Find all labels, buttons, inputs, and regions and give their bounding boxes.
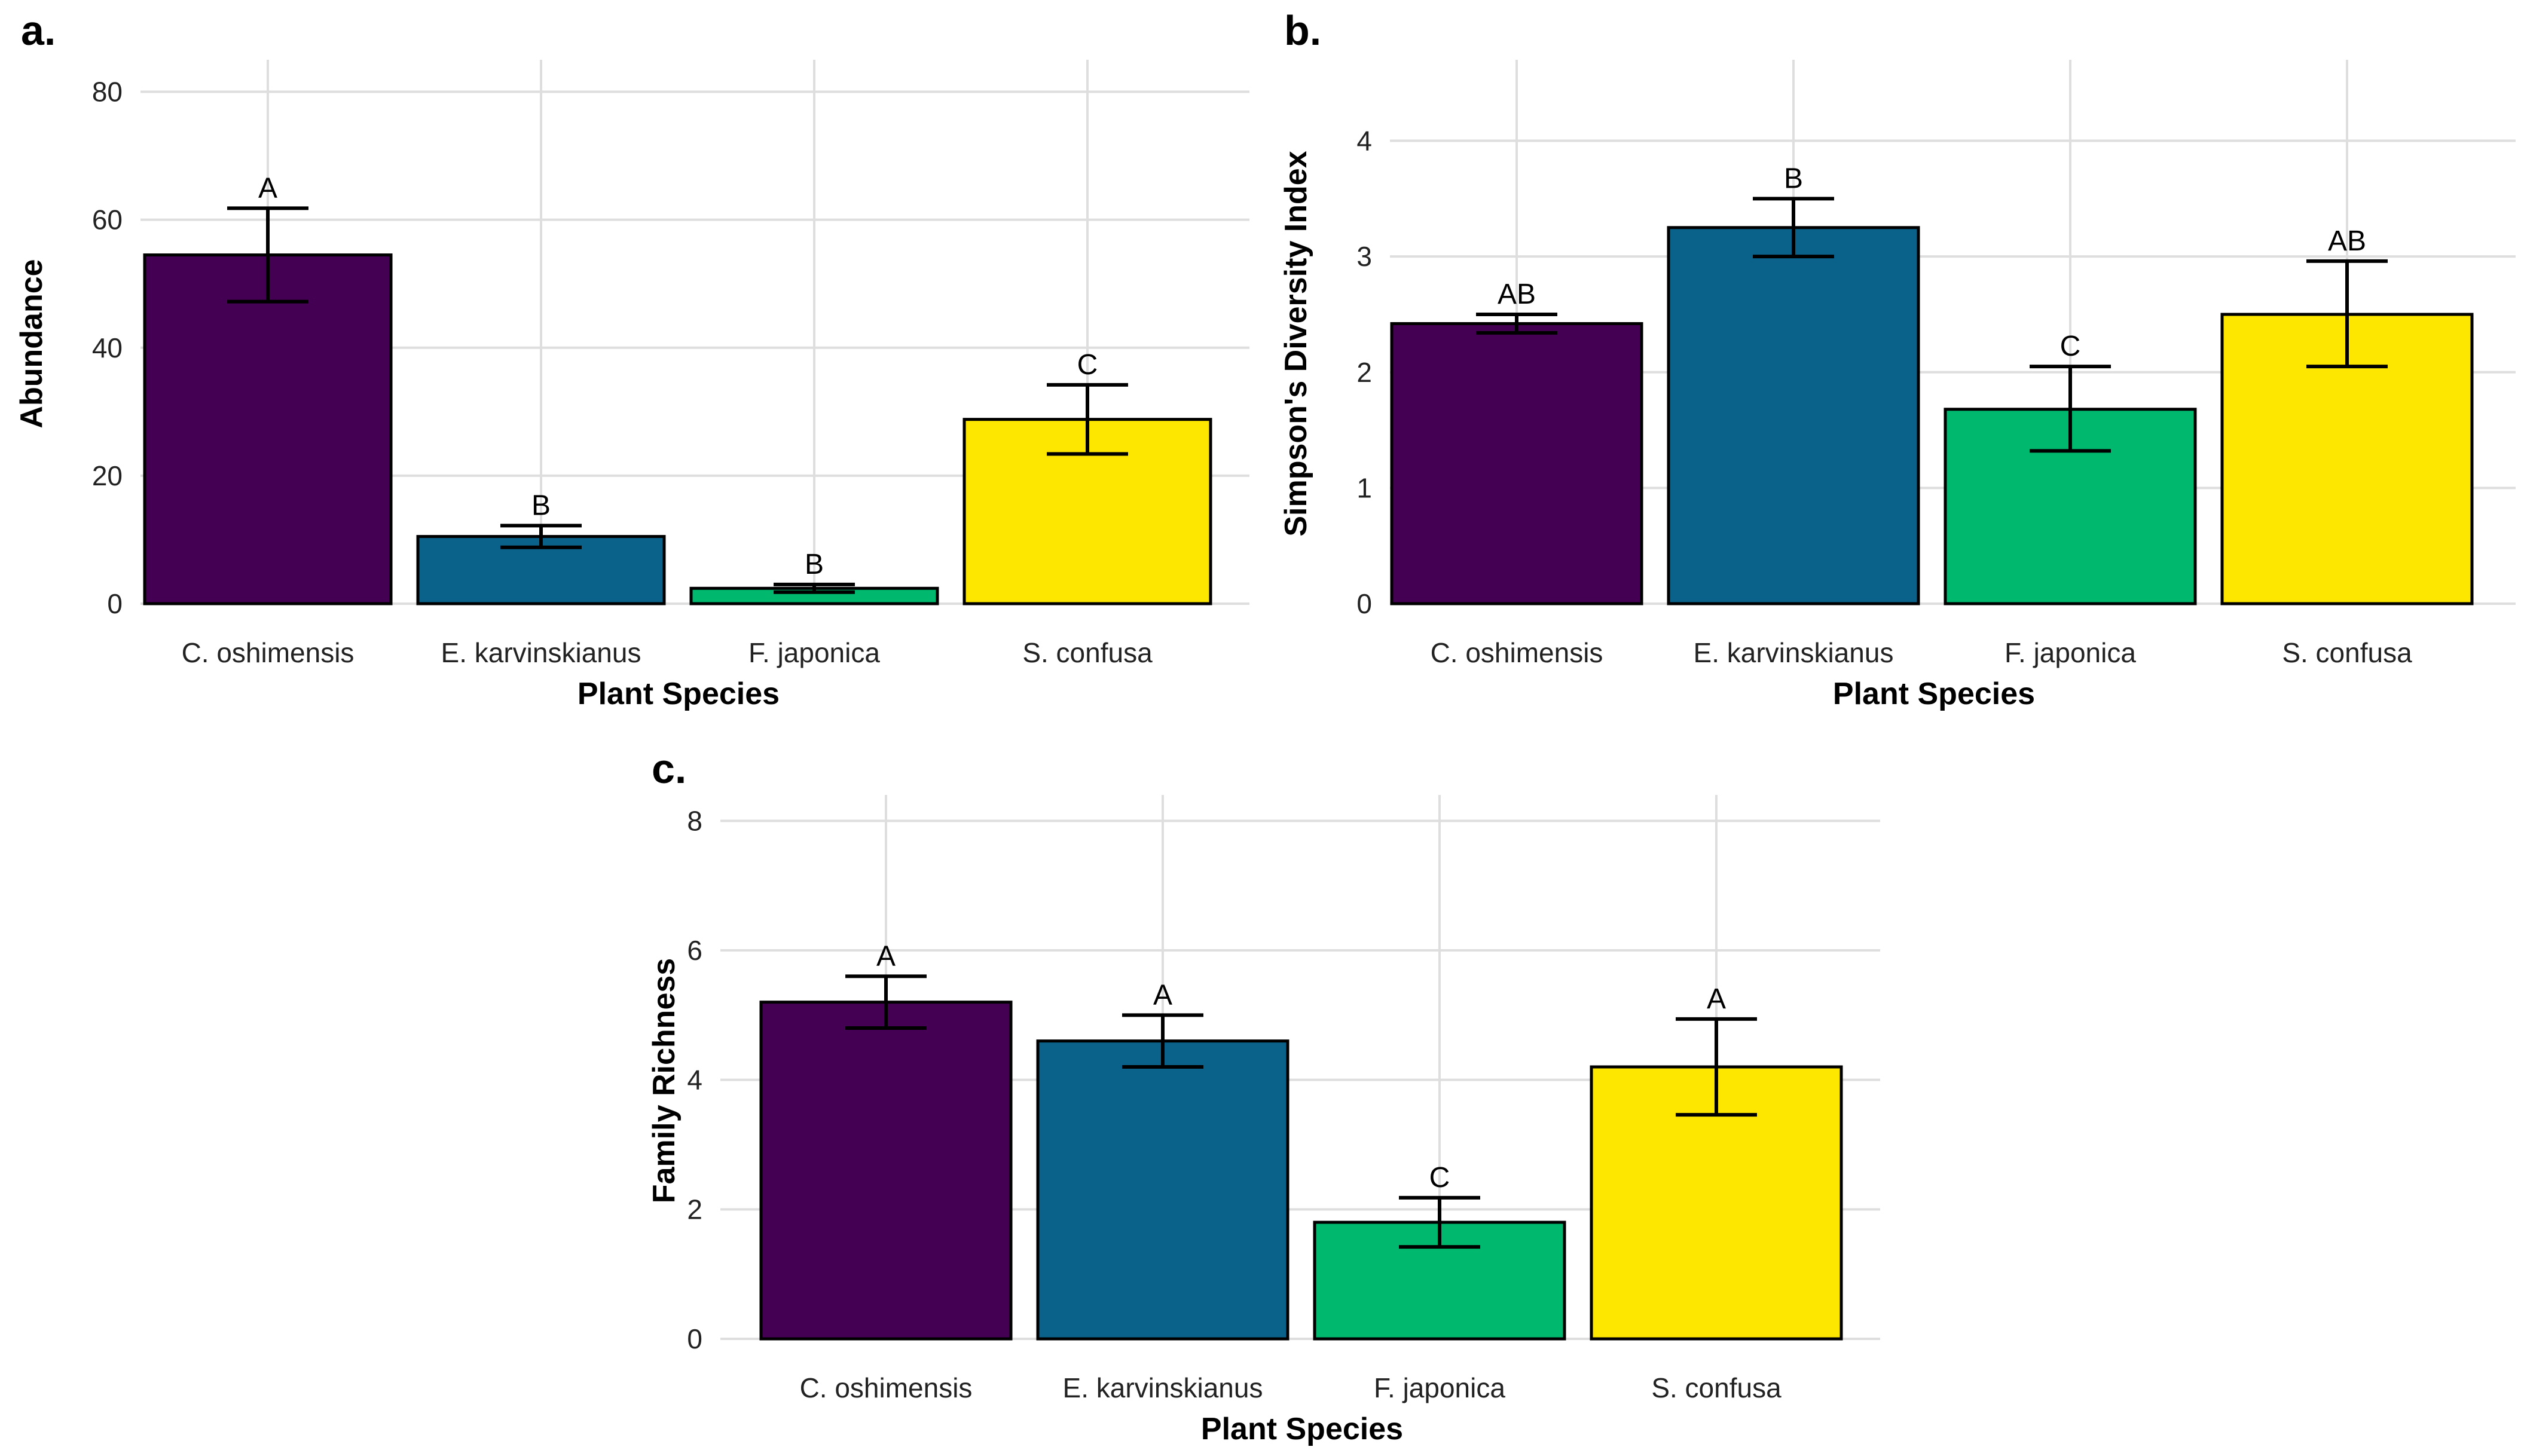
panel-b-error-bar-e-karvinskianus [1753,197,1834,259]
panel-c-x-axis-title: Plant Species [1201,1412,1403,1446]
panel-b-y-ticks: 0 1 2 3 4 [1356,126,1372,619]
panel-c-y-tick-label: 0 [687,1323,702,1354]
panel-a-error-bar-f-japonica [774,582,855,594]
panel-b-error-bar-s-confusa [2306,259,2388,369]
panel-c-family-richness: c. A A C A 0 2 4 6 8 C. oshimensis E. karvinskia… [647,745,1880,1446]
panel-c-label: c. [652,745,686,792]
panel-a-x-tick-label-f-japonica: F. japonica [748,637,880,668]
panel-b-significance-label-f-japonica: C [2060,331,2081,362]
panel-a-error-bar-e-karvinskianus [500,524,582,549]
panel-a-x-axis-title: Plant Species [577,677,780,711]
panel-a-y-tick-label: 0 [107,588,123,619]
panel-c-y-ticks: 0 2 4 6 8 [687,805,702,1354]
panel-b-y-tick-label: 3 [1356,241,1372,272]
panel-b-x-tick-label-c-oshimensis: C. oshimensis [1431,637,1603,668]
panel-b-label: b. [1284,7,1321,54]
panel-a-y-tick-label: 60 [92,204,123,235]
panel-a-error-bar-s-confusa [1047,383,1128,456]
panel-b-y-tick-label: 1 [1356,472,1372,503]
panel-b-x-tick-label-f-japonica: F. japonica [2004,637,2136,668]
panel-c-error-bar-e-karvinskianus [1122,1013,1203,1069]
panel-c-x-ticks: C. oshimensis E. karvinskianus F. japonica… [800,1372,1782,1403]
panel-c-x-tick-label-e-karvinskianus: E. karvinskianus [1063,1372,1263,1403]
panel-c-bar-c-oshimensis [759,1001,1013,1341]
panel-c-y-tick-label: 2 [687,1194,702,1225]
panel-c-error-bar-f-japonica [1399,1195,1480,1249]
panel-b-bar-e-karvinskianus [1667,226,1920,605]
panel-a-y-axis-title: Abundance [14,259,49,428]
panel-c-x-tick-label-f-japonica: F. japonica [1374,1372,1505,1403]
panel-b-significance-label-e-karvinskianus: B [1784,163,1803,194]
panel-b-y-tick-label: 4 [1356,126,1372,157]
panel-c-x-tick-label-c-oshimensis: C. oshimensis [800,1372,973,1403]
panel-a-significance-label-e-karvinskianus: B [531,490,551,521]
panel-c-significance-label-s-confusa: A [1707,983,1726,1015]
panel-c-x-tick-label-s-confusa: S. confusa [1651,1372,1782,1403]
panel-b-y-tick-label: 2 [1356,357,1372,388]
panel-b-bars: AB B C AB [1390,163,2474,605]
panel-c-y-tick-label: 8 [687,805,702,836]
panel-c-error-bar-s-confusa [1676,1017,1757,1117]
panel-c-y-axis-title: Family Richness [647,958,682,1203]
panel-a-significance-label-f-japonica: B [805,549,824,580]
panel-c-bars: A A C A [759,940,1843,1341]
panel-c-y-tick-label: 4 [687,1065,702,1096]
panel-a-significance-label-c-oshimensis: A [258,172,277,204]
panel-b-bar-c-oshimensis [1390,322,1643,605]
panel-b-x-tick-label-s-confusa: S. confusa [2282,637,2412,668]
panel-a-label: a. [21,7,56,54]
panel-b-x-ticks: C. oshimensis E. karvinskianus F. japonica… [1431,637,2413,668]
panel-c-significance-label-c-oshimensis: A [876,940,896,972]
panel-a-bars: A B B C [143,172,1212,605]
panel-c-bar-e-karvinskianus [1036,1039,1289,1341]
panel-a-x-tick-label-e-karvinskianus: E. karvinskianus [441,637,641,668]
panel-a-error-bar-c-oshimensis [227,206,308,304]
panel-b-x-tick-label-e-karvinskianus: E. karvinskianus [1694,637,1894,668]
panel-a-y-tick-label: 20 [92,460,123,491]
panel-b-significance-label-s-confusa: AB [2328,225,2366,257]
panel-a-abundance: a. A B B C 0 20 40 60 80 C. oshimensis E. karvin… [14,7,1249,711]
panel-a-x-tick-label-s-confusa: S. confusa [1022,637,1153,668]
panel-a-x-ticks: C. oshimensis E. karvinskianus F. japonica… [182,637,1153,668]
panel-a-y-ticks: 0 20 40 60 80 [92,77,123,619]
panel-c-y-tick-label: 6 [687,935,702,966]
panel-b-x-axis-title: Plant Species [1833,677,2035,711]
panel-b-significance-label-c-oshimensis: AB [1498,279,1536,310]
panel-c-significance-label-f-japonica: C [1429,1162,1450,1194]
panel-c-significance-label-e-karvinskianus: A [1153,979,1172,1011]
panel-a-bar-c-oshimensis [143,253,393,605]
panel-a-significance-label-s-confusa: C [1077,349,1098,381]
panel-b-y-tick-label: 0 [1356,588,1372,619]
panel-c-error-bar-c-oshimensis [845,974,927,1030]
panel-b-error-bar-f-japonica [2030,365,2111,453]
panel-b-error-bar-c-oshimensis [1476,312,1557,335]
panel-a-y-tick-label: 80 [92,77,123,108]
panel-b-y-axis-title: Simpson's Diversity Index [1279,151,1313,536]
panel-b-simpson-diversity: b. AB B C AB 0 1 2 3 4 C. oshimensis E. karvinsk… [1279,7,2516,711]
panel-a-x-tick-label-c-oshimensis: C. oshimensis [182,637,355,668]
panel-a-y-tick-label: 40 [92,332,123,363]
